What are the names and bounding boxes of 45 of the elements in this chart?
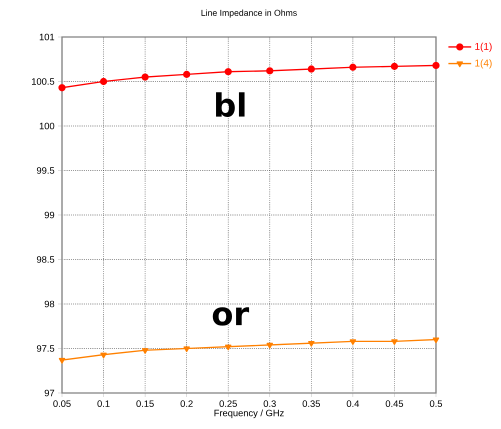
point bbox=[100, 78, 108, 86]
chart-title: Line Impedance in Ohms bbox=[202, 10, 297, 18]
y-tick-label: 97 bbox=[44, 390, 54, 396]
point bbox=[432, 337, 440, 344]
y-tick-label: 100 bbox=[40, 122, 54, 130]
point bbox=[432, 62, 440, 70]
y-tick-label: 99.5 bbox=[36, 167, 54, 174]
point bbox=[350, 339, 356, 345]
y-tick-label: 98.5 bbox=[36, 256, 54, 263]
x-tick-label: 0.15 bbox=[136, 400, 154, 407]
y-tick-label: 101 bbox=[40, 34, 54, 40]
x-tick-label: 0.5 bbox=[430, 400, 442, 407]
point bbox=[58, 358, 66, 364]
annotation: or bbox=[212, 307, 250, 326]
legend-label: 1(1) bbox=[475, 42, 492, 52]
x-tick-label: 0.25 bbox=[219, 400, 237, 407]
point bbox=[183, 70, 190, 78]
point bbox=[183, 346, 190, 352]
x-tick-label: 0.4 bbox=[346, 400, 360, 407]
point bbox=[308, 65, 315, 73]
y-tick-label: 97.5 bbox=[36, 345, 54, 352]
x-tick-label: 0.05 bbox=[53, 400, 71, 407]
y-tick-label: 99 bbox=[44, 212, 54, 218]
point bbox=[225, 344, 232, 350]
point bbox=[349, 64, 356, 71]
x-tick-label: 0.3 bbox=[264, 400, 276, 407]
y-tick-label: 100.5 bbox=[32, 78, 54, 85]
point bbox=[224, 68, 232, 76]
x-axis-title: Frequency / GHz bbox=[214, 409, 284, 418]
y-tick-label: 98 bbox=[44, 300, 54, 308]
point bbox=[266, 342, 273, 349]
point bbox=[390, 62, 398, 70]
legend-label: 1(4) bbox=[475, 59, 492, 69]
x-tick-label: 0.45 bbox=[386, 400, 404, 407]
point bbox=[100, 352, 107, 358]
annotation: bl bbox=[216, 92, 245, 118]
point bbox=[142, 73, 149, 81]
x-tick-label: 0.2 bbox=[180, 400, 193, 407]
point bbox=[142, 348, 148, 354]
point bbox=[308, 341, 315, 347]
point bbox=[266, 67, 274, 74]
x-tick-label: 0.35 bbox=[302, 400, 320, 407]
point bbox=[58, 84, 66, 92]
point bbox=[391, 339, 398, 345]
x-tick-label: 0.1 bbox=[97, 400, 110, 407]
